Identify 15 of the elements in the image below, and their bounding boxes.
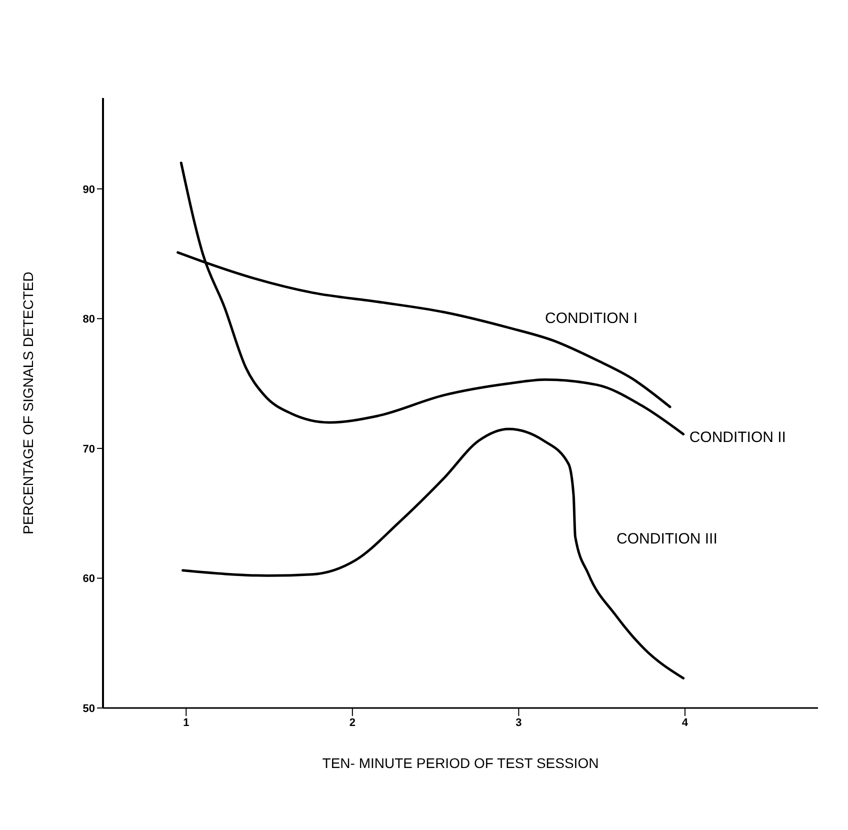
y-tick-label: 50 (82, 702, 95, 715)
series-label: CONDITION I (545, 310, 638, 327)
x-tick-label: 3 (516, 716, 522, 729)
x-tick-label: 1 (183, 716, 190, 729)
x-tick-label: 2 (349, 716, 356, 729)
x-tick-label: 4 (682, 716, 689, 729)
series-label: CONDITION II (689, 429, 786, 446)
y-axis-title: PERCENTAGE OF SIGNALS DETECTED (20, 272, 36, 534)
line-series (180, 162, 685, 436)
text: CONDITION III (616, 530, 718, 548)
y-tick-label: 80 (82, 314, 95, 326)
y-tick-label: 70 (82, 443, 95, 456)
y-tick-label: 60 (82, 573, 95, 586)
y-tick-label: 90 (82, 184, 95, 196)
x-axis-title: TEN- MINUTE PERIOD OF TEST SESSION (322, 755, 599, 771)
